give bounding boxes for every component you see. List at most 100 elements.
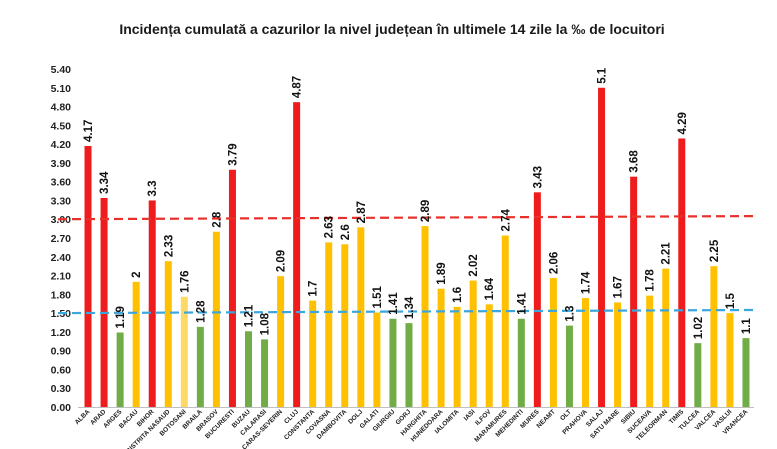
bar-teleorman bbox=[662, 268, 670, 407]
data-label: 1.7 bbox=[308, 281, 320, 297]
bar-calarasi bbox=[261, 339, 269, 407]
y-tick-label: 0.60 bbox=[51, 364, 72, 376]
bar-maramures bbox=[501, 235, 509, 407]
reference-line-blue bbox=[57, 308, 755, 315]
bar-hunedoara bbox=[437, 288, 445, 407]
data-label: 1.89 bbox=[436, 262, 448, 284]
data-label: 2.06 bbox=[548, 252, 560, 274]
data-label: 1.19 bbox=[115, 306, 127, 328]
bar-braila bbox=[196, 326, 204, 407]
bar-botosani bbox=[180, 296, 188, 407]
y-tick-label: 0.30 bbox=[51, 383, 72, 395]
bar-vrancea bbox=[742, 338, 750, 407]
bar-covasna bbox=[325, 242, 333, 407]
bar-giurgiu bbox=[389, 318, 397, 407]
bar-neamt bbox=[549, 278, 557, 407]
data-label: 2.87 bbox=[356, 201, 368, 223]
bar-brasov bbox=[212, 231, 220, 407]
bars-group bbox=[78, 87, 754, 408]
bar-satu-mare bbox=[614, 302, 622, 407]
y-tick-label: 0.90 bbox=[51, 346, 72, 358]
bar-ialomita bbox=[453, 306, 461, 407]
y-tick-label: 5.10 bbox=[51, 83, 72, 95]
y-axis: 0.000.300.600.901.201.501.802.102.402.70… bbox=[51, 64, 72, 414]
bar-arad bbox=[100, 197, 108, 407]
data-label: 1.67 bbox=[613, 276, 625, 298]
bar-alba bbox=[84, 145, 92, 407]
data-label: 1.76 bbox=[179, 270, 191, 292]
data-label: 1.78 bbox=[645, 269, 657, 292]
data-label: 2.63 bbox=[324, 216, 336, 238]
data-label: 1.08 bbox=[260, 312, 272, 335]
y-tick-label: 1.80 bbox=[51, 289, 72, 301]
data-label: 3.79 bbox=[227, 143, 239, 165]
data-label: 2.74 bbox=[500, 209, 512, 232]
data-label: 4.87 bbox=[292, 76, 304, 98]
bar-bacau bbox=[132, 281, 140, 407]
bar-galati bbox=[373, 312, 381, 407]
y-tick-label: 3.30 bbox=[51, 195, 72, 207]
bar-gorj bbox=[405, 323, 413, 407]
bar-mehedinti bbox=[517, 318, 525, 407]
data-label: 1.41 bbox=[388, 292, 400, 315]
data-label: 1.3 bbox=[564, 306, 576, 322]
bar-arges bbox=[116, 332, 124, 407]
bar-valcea bbox=[710, 266, 718, 407]
bar-olt bbox=[565, 325, 573, 407]
y-tick-label: 3.90 bbox=[51, 158, 72, 170]
bar-bihor bbox=[148, 200, 156, 407]
bar-dolj bbox=[357, 227, 365, 407]
bar-caras-severin bbox=[277, 276, 285, 407]
data-label: 1.21 bbox=[244, 304, 256, 327]
y-tick-label: 1.20 bbox=[51, 327, 72, 339]
y-tick-label: 5.40 bbox=[51, 64, 72, 76]
y-tick-label: 2.40 bbox=[51, 252, 72, 264]
data-label: 2.89 bbox=[420, 200, 432, 222]
data-label: 2.09 bbox=[276, 250, 288, 272]
bar-bucuresti bbox=[228, 169, 236, 407]
bar-salaj bbox=[598, 87, 606, 408]
y-tick-label: 4.20 bbox=[51, 139, 72, 151]
data-label: 3.3 bbox=[147, 180, 159, 196]
data-label: 4.17 bbox=[83, 120, 95, 142]
chart-title: Incidența cumulată a cazurilor la nivel … bbox=[119, 21, 664, 37]
data-label: 1.34 bbox=[404, 296, 416, 319]
data-label: 4.29 bbox=[677, 112, 689, 134]
y-tick-label: 3.60 bbox=[51, 177, 72, 189]
bar-constanta bbox=[309, 300, 317, 407]
y-tick-label: 4.50 bbox=[51, 120, 72, 132]
data-label: 1.1 bbox=[741, 318, 753, 335]
reference-lines bbox=[57, 214, 755, 315]
data-label: 2.8 bbox=[211, 211, 223, 228]
data-label: 3.43 bbox=[532, 166, 544, 188]
y-tick-label: 4.80 bbox=[51, 102, 72, 114]
bar-vaslui bbox=[726, 313, 734, 407]
reference-line-red bbox=[57, 214, 755, 221]
data-label: 1.5 bbox=[725, 293, 737, 310]
bar-dambovita bbox=[341, 244, 349, 407]
data-label: 1.41 bbox=[516, 292, 528, 315]
data-label: 1.28 bbox=[195, 300, 207, 323]
bar-harghita bbox=[421, 226, 429, 407]
y-tick-label: 0.00 bbox=[51, 402, 72, 414]
data-labels-group: 4.17 3.34 1.19 2 3.3 2.33 1.76 1.28 2.8 3.79 1.21 1… bbox=[83, 67, 753, 339]
data-label: 1.74 bbox=[581, 271, 593, 294]
bar-buzau bbox=[245, 331, 252, 407]
data-label: 2 bbox=[131, 271, 143, 277]
bar-mures bbox=[533, 192, 541, 407]
data-label: 1.64 bbox=[484, 277, 496, 300]
data-label: 2.6 bbox=[340, 224, 352, 240]
data-label: 1.6 bbox=[452, 287, 464, 303]
data-label: 2.02 bbox=[468, 254, 480, 276]
bar-timis bbox=[678, 138, 686, 407]
data-label: 5.1 bbox=[597, 67, 609, 84]
data-label: 1.02 bbox=[693, 317, 705, 339]
data-label: 3.34 bbox=[99, 171, 111, 194]
bar-bistrita-nasaud bbox=[164, 261, 172, 407]
data-label: 2.21 bbox=[661, 242, 673, 265]
y-tick-label: 2.70 bbox=[51, 233, 72, 245]
y-tick-label: 2.10 bbox=[51, 271, 72, 283]
bar-iasi bbox=[469, 280, 477, 407]
